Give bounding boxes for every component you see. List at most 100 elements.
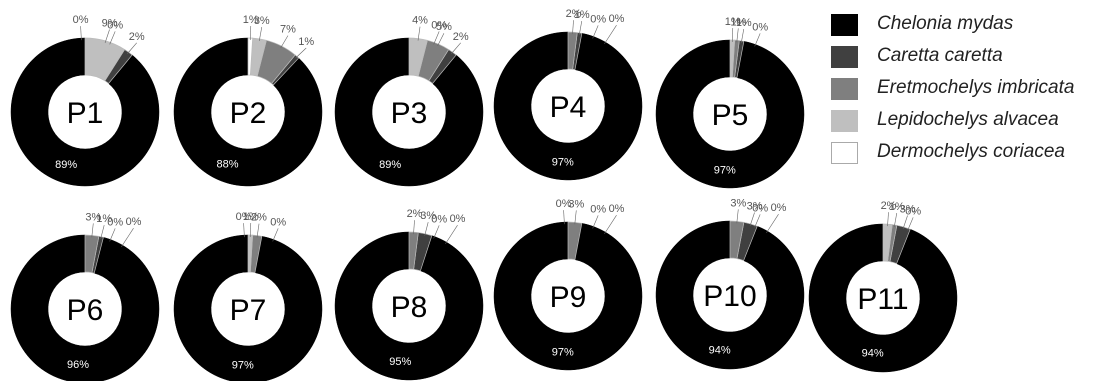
percent-label: 89% bbox=[55, 159, 77, 171]
legend-swatch bbox=[831, 142, 858, 164]
percent-label: 2% bbox=[566, 8, 582, 20]
percent-label: 1% bbox=[298, 36, 314, 48]
percent-label: 96% bbox=[67, 359, 89, 371]
percent-label: 95% bbox=[389, 356, 411, 368]
slice-lepidochelys-alvacea bbox=[408, 37, 428, 77]
percent-label: 1% bbox=[243, 14, 259, 26]
legend-label: Eretmochelys imbricata bbox=[877, 77, 1075, 98]
slice-eretmochelys-imbricata bbox=[729, 220, 745, 260]
donut-p8: P8 95% 3%2% 0% 0% bbox=[334, 208, 484, 381]
legend-label: Chelonia mydas bbox=[877, 13, 1014, 34]
percent-label: 0% bbox=[609, 13, 625, 25]
donut-label: P2 bbox=[230, 97, 267, 130]
leader-line bbox=[445, 225, 458, 245]
leader-line bbox=[280, 35, 289, 49]
percent-label: 0% bbox=[107, 216, 123, 228]
percent-label: 0% bbox=[450, 213, 466, 225]
percent-label: 3% bbox=[85, 211, 101, 223]
percent-label: 3% bbox=[568, 198, 584, 210]
leader-line bbox=[80, 26, 82, 41]
leader-line bbox=[592, 215, 599, 229]
donut-label: P6 bbox=[67, 294, 104, 327]
leader-line bbox=[604, 215, 617, 235]
donut-label: P10 bbox=[703, 280, 756, 313]
leader-line bbox=[127, 42, 137, 54]
legend-swatch bbox=[831, 46, 858, 68]
percent-label: 2% bbox=[453, 31, 469, 43]
leader-line bbox=[740, 29, 745, 43]
leader-line bbox=[243, 223, 245, 238]
slice-dermochelys-coriacea bbox=[247, 37, 254, 76]
percent-label: 9% bbox=[102, 17, 118, 29]
donut-label: P7 bbox=[230, 294, 267, 327]
leader-line bbox=[100, 225, 105, 239]
leader-line bbox=[258, 27, 263, 41]
leader-line bbox=[417, 26, 421, 41]
leader-line bbox=[424, 222, 429, 236]
slice-chelonia-mydas bbox=[655, 220, 805, 370]
leader-line bbox=[749, 212, 755, 226]
percent-label: 3% bbox=[420, 210, 436, 222]
slice-lepidochelys-alvacea bbox=[84, 37, 126, 82]
slice-chelonia-mydas bbox=[173, 37, 323, 187]
slice-eretmochelys-imbricata bbox=[567, 221, 583, 261]
donut-label: P11 bbox=[857, 283, 908, 316]
donut-label: P4 bbox=[550, 91, 587, 124]
percent-label: 94% bbox=[709, 345, 731, 357]
leader-line bbox=[574, 210, 577, 225]
percent-label: 97% bbox=[552, 156, 574, 168]
legend-swatch bbox=[831, 78, 858, 100]
percent-label: 3% bbox=[730, 197, 746, 209]
legend-label: Dermochelys coriacea bbox=[877, 141, 1065, 162]
percent-label: 0% bbox=[590, 203, 606, 215]
percent-label: 89% bbox=[379, 159, 401, 171]
slice-eretmochelys-imbricata bbox=[567, 31, 578, 70]
donut-label: P5 bbox=[712, 99, 749, 132]
leader-line bbox=[736, 28, 739, 43]
donut-p6: P6 96% 1%3% 0% 0% bbox=[10, 211, 160, 381]
leader-line bbox=[104, 29, 110, 43]
slice-lepidochelys-alvacea bbox=[247, 234, 254, 273]
percent-label: 88% bbox=[217, 159, 239, 171]
percent-label: 3% bbox=[900, 203, 916, 215]
leader-line bbox=[887, 212, 889, 227]
leader-line bbox=[592, 25, 599, 39]
leader-line bbox=[109, 31, 116, 45]
leader-line bbox=[295, 47, 307, 59]
percent-label: 1% bbox=[889, 201, 905, 213]
percent-label: 1% bbox=[96, 213, 112, 225]
leader-line bbox=[451, 42, 461, 54]
donut-label: P8 bbox=[391, 291, 428, 324]
percent-label: 97% bbox=[714, 164, 736, 176]
leader-line bbox=[754, 214, 761, 228]
slice-chelonia-mydas bbox=[493, 31, 643, 181]
percent-label: 0% bbox=[431, 213, 447, 225]
leader-line bbox=[563, 210, 565, 225]
leader-line bbox=[902, 215, 908, 229]
leader-line bbox=[907, 217, 914, 231]
percent-label: 2% bbox=[881, 200, 897, 212]
percent-label: 0% bbox=[752, 21, 768, 33]
percent-label: 0% bbox=[752, 202, 768, 214]
leader-line bbox=[766, 214, 779, 234]
slice-chelonia-mydas bbox=[493, 221, 643, 371]
donut-label: P3 bbox=[391, 97, 428, 130]
leader-line bbox=[736, 209, 739, 224]
leader-line bbox=[572, 20, 574, 35]
percent-label: 1% bbox=[730, 16, 746, 28]
percent-label: 0% bbox=[73, 14, 89, 26]
percent-label: 1% bbox=[574, 9, 590, 21]
leader-line bbox=[893, 213, 898, 227]
leader-line bbox=[256, 223, 260, 238]
percent-label: 2% bbox=[251, 212, 267, 224]
percent-label: 0% bbox=[107, 19, 123, 31]
leader-line bbox=[249, 223, 252, 238]
percent-label: 3% bbox=[747, 200, 763, 212]
